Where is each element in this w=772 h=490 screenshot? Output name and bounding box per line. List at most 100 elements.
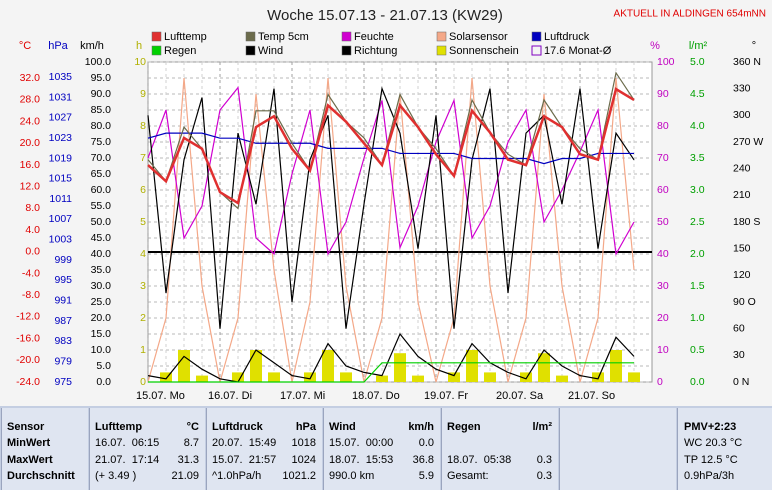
- bar: [178, 350, 190, 382]
- axis-unit: %: [650, 40, 660, 52]
- tick-label: 30.0: [91, 280, 112, 292]
- tick-label: 3: [140, 280, 146, 292]
- table-cell: 20.07. 15:49: [212, 437, 277, 449]
- table-cell: Durchschnitt: [7, 470, 75, 482]
- tick-label: 6: [140, 184, 146, 196]
- tick-label: 1007: [49, 213, 73, 225]
- legend-swatch: [436, 45, 447, 56]
- stats-table: Sensor MinWert MaxWert Durchschnitt Lufttemp…: [0, 406, 772, 490]
- tick-label: 90 O: [733, 296, 756, 308]
- legend-label: Lufttemp: [164, 31, 207, 43]
- tick-label: 12.0: [20, 181, 41, 193]
- tick-label: 10: [657, 344, 669, 356]
- table-cell: MaxWert: [7, 454, 53, 466]
- tick-label: 1003: [49, 234, 73, 246]
- table-cell: MinWert: [7, 437, 51, 449]
- table-cell: 18.07. 05:38: [447, 454, 512, 466]
- tick-label: 0.5: [690, 344, 705, 356]
- tick-label: 8: [140, 120, 146, 132]
- table-cell: hPa: [295, 421, 316, 433]
- tick-label: 100: [657, 56, 675, 68]
- table-cell: ^1.0hPa/h: [212, 470, 262, 482]
- legend-label: Solarsensor: [449, 31, 508, 43]
- tick-label: 100.0: [85, 56, 111, 68]
- legend-swatch: [245, 31, 256, 42]
- table-cell: 990.0 km: [329, 470, 375, 482]
- legend-label: Temp 5cm: [258, 31, 309, 43]
- tick-label: 150: [733, 242, 751, 254]
- tick-label: 16.0: [20, 159, 41, 171]
- tick-label: 210: [733, 189, 751, 201]
- bar: [394, 353, 406, 382]
- tick-label: 1015: [49, 173, 73, 185]
- bar: [322, 350, 334, 382]
- tick-label: -8.0: [22, 289, 40, 301]
- tick-label: 1.5: [690, 280, 705, 292]
- tick-label: 28.0: [20, 94, 41, 106]
- legend-swatch: [151, 45, 162, 56]
- axis-unit: l/m²: [689, 40, 708, 52]
- tick-label: 60.0: [91, 184, 112, 196]
- axis-unit: km/h: [80, 40, 104, 52]
- tick-label: 0.0: [25, 246, 40, 258]
- tick-label: 2.0: [690, 248, 705, 260]
- tick-label: 360 N: [733, 56, 761, 68]
- tick-label: 0.0: [96, 376, 111, 388]
- series-line: [147, 77, 635, 383]
- tick-label: 1023: [49, 132, 73, 144]
- tick-label: 9: [140, 88, 146, 100]
- table-column: [677, 408, 772, 490]
- legend-label: Luftdruck: [544, 31, 590, 43]
- tick-label: 5.0: [690, 56, 705, 68]
- tick-label: 2: [140, 312, 146, 324]
- tick-label: 1.0: [690, 312, 705, 324]
- chart: Woche 15.07.13 - 21.07.13 (KW29) AKTUELL…: [16, 7, 766, 402]
- tick-label: 10.0: [91, 344, 112, 356]
- tick-label: 85.0: [91, 104, 112, 116]
- tick-label: 120: [733, 269, 751, 281]
- table-cell: Regen: [447, 421, 481, 433]
- series-line: [147, 71, 635, 210]
- bar: [610, 350, 622, 382]
- axis-unit: hPa: [48, 40, 68, 52]
- table-cell: (+ 3.49 ): [95, 470, 137, 482]
- bar: [376, 375, 388, 382]
- table-cell: WC 20.3 °C: [684, 437, 743, 449]
- legend-label: Wind: [258, 45, 283, 57]
- tick-label: 65.0: [91, 168, 112, 180]
- tick-label: 30: [733, 349, 745, 361]
- tick-label: 8.0: [25, 202, 40, 214]
- tick-label: 10: [134, 56, 146, 68]
- tick-label: -12.0: [16, 311, 40, 323]
- tick-label: 80: [657, 120, 669, 132]
- legend-swatch: [531, 31, 542, 42]
- x-tick-label: 16.07. Di: [208, 390, 252, 402]
- legend-swatch: [245, 45, 256, 56]
- tick-label: 35.0: [91, 264, 112, 276]
- tick-label: 0: [140, 376, 146, 388]
- tick-label: 7: [140, 152, 146, 164]
- tick-label: 999: [54, 254, 72, 266]
- bar: [484, 372, 496, 382]
- table-cell: Sensor: [7, 421, 45, 433]
- tick-label: 5: [140, 216, 146, 228]
- bar: [520, 372, 532, 382]
- axis-unit: h: [136, 40, 142, 52]
- table-cell: 16.07. 06:15: [95, 437, 160, 449]
- series-line: [147, 87, 635, 205]
- tick-label: 300: [733, 109, 751, 121]
- tick-label: 80.0: [91, 120, 112, 132]
- legend-swatch: [151, 31, 162, 42]
- tick-label: 95.0: [91, 72, 112, 84]
- table-column: [323, 408, 440, 490]
- tick-label: 975: [54, 376, 72, 388]
- tick-label: 60: [733, 322, 745, 334]
- tick-label: 1019: [49, 152, 73, 164]
- tick-label: 3.0: [690, 184, 705, 196]
- bar: [628, 372, 640, 382]
- tick-label: 20.0: [20, 137, 41, 149]
- bar: [556, 375, 568, 382]
- tick-label: 4.0: [25, 224, 40, 236]
- tick-label: 987: [54, 315, 72, 327]
- legend-swatch: [436, 31, 447, 42]
